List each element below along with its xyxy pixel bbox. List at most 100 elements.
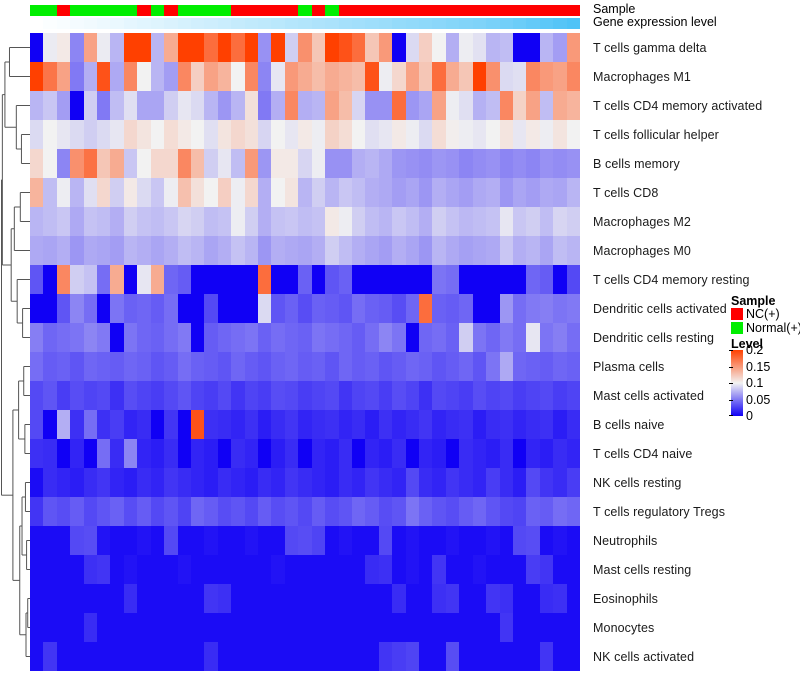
heatmap-cell (164, 91, 178, 120)
heatmap-cell (164, 642, 178, 671)
heatmap-cell (110, 555, 125, 584)
gene-expression-annotation-cell (217, 18, 232, 29)
gene-expression-annotation-cell (539, 18, 554, 29)
heatmap-cell (150, 323, 165, 352)
heatmap-cell (83, 642, 98, 671)
heatmap-cell (190, 294, 205, 323)
heatmap-cell (284, 381, 299, 410)
heatmap-row (30, 236, 581, 265)
heatmap-cell (539, 178, 554, 207)
heatmap-cell (97, 497, 111, 526)
gene-expression-annotation-cell (405, 18, 420, 29)
heatmap-cell (512, 294, 527, 323)
heatmap-cell (70, 526, 85, 555)
heatmap-cell (472, 642, 487, 671)
heatmap-cell (351, 497, 366, 526)
heatmap-cell (123, 381, 138, 410)
heatmap-cell (311, 555, 326, 584)
heatmap-cell (123, 526, 138, 555)
heatmap-cell (351, 236, 366, 265)
heatmap-cell (472, 236, 487, 265)
heatmap-cell (258, 555, 272, 584)
heatmap-cell (137, 613, 152, 642)
heatmap-cell (512, 381, 527, 410)
heatmap-cell (271, 555, 286, 584)
gene-expression-annotation-cell (231, 18, 245, 29)
sample-annotation-cell (177, 5, 191, 16)
heatmap-cell (539, 120, 554, 149)
heatmap-cell (150, 584, 165, 613)
heatmap-cell (325, 62, 339, 91)
heatmap-cell (258, 33, 272, 62)
heatmap-cell (392, 265, 406, 294)
heatmap-cell (472, 178, 487, 207)
heatmap-cell (365, 91, 380, 120)
heatmap-cell (150, 613, 165, 642)
gene-expression-annotation-cell (351, 18, 366, 29)
heatmap-cell (566, 207, 581, 236)
heatmap-cell (110, 120, 125, 149)
heatmap-cell (56, 584, 71, 613)
sample-annotation-cell (512, 5, 527, 16)
heatmap-cell (325, 555, 339, 584)
heatmap-cell (486, 613, 500, 642)
heatmap-cell (217, 91, 232, 120)
heatmap-cell (271, 497, 286, 526)
heatmap-cell (30, 120, 44, 149)
heatmap-cell (110, 178, 125, 207)
heatmap-cell (566, 381, 581, 410)
heatmap-cell (217, 642, 232, 671)
heatmap-cell (56, 323, 71, 352)
heatmap-cell (553, 410, 567, 439)
heatmap-cell (231, 613, 246, 642)
heatmap-row (30, 526, 581, 555)
heatmap-cell (271, 613, 286, 642)
heatmap-cell (338, 207, 353, 236)
heatmap-cell (110, 526, 125, 555)
heatmap-cell (566, 33, 581, 62)
gene-expression-annotation-cell (432, 18, 446, 29)
heatmap-cell (351, 265, 366, 294)
heatmap-cell (231, 265, 246, 294)
heatmap-cell (553, 584, 567, 613)
heatmap-cell (392, 497, 406, 526)
sample-annotation-cell (445, 5, 460, 16)
heatmap-cell (298, 642, 313, 671)
heatmap-cell (311, 149, 326, 178)
row-label: Mast cells resting (593, 562, 692, 577)
heatmap-cell (70, 497, 85, 526)
heatmap-cell (97, 265, 111, 294)
heatmap-cell (204, 468, 219, 497)
heatmap-cell (43, 265, 58, 294)
heatmap-cell (30, 62, 44, 91)
heatmap-cell (97, 323, 111, 352)
heatmap-cell (56, 294, 71, 323)
heatmap-cell (137, 555, 152, 584)
heatmap-cell (405, 555, 420, 584)
heatmap-cell (338, 526, 353, 555)
row-label: Macrophages M2 (593, 214, 691, 229)
gene-expression-annotation-cell (526, 18, 540, 29)
heatmap-cell (526, 584, 541, 613)
heatmap-cell (566, 265, 581, 294)
heatmap-cell (244, 33, 259, 62)
heatmap-cell (405, 352, 420, 381)
heatmap-cell (284, 439, 299, 468)
heatmap-cell (137, 497, 152, 526)
heatmap-cell (351, 91, 366, 120)
heatmap-cell (97, 91, 111, 120)
row-label: Monocytes (593, 620, 655, 635)
heatmap-cell (258, 381, 272, 410)
heatmap-cell (150, 149, 165, 178)
heatmap-cell (351, 555, 366, 584)
heatmap-cell (150, 497, 165, 526)
heatmap-cell (365, 555, 380, 584)
heatmap-cell (472, 584, 487, 613)
heatmap-cell (83, 33, 98, 62)
heatmap-cell (70, 236, 85, 265)
heatmap-cell (459, 381, 474, 410)
heatmap-cell (392, 178, 406, 207)
heatmap-cell (217, 584, 232, 613)
heatmap-cell (459, 410, 474, 439)
heatmap-cell (271, 236, 286, 265)
